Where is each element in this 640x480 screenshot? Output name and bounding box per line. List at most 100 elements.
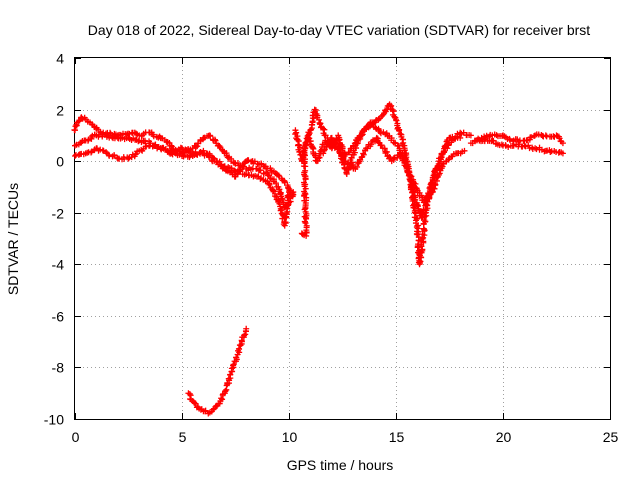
data-point	[393, 117, 400, 124]
data-point	[290, 191, 297, 198]
data-point	[230, 361, 237, 368]
data-point	[378, 142, 385, 149]
data-point	[369, 120, 376, 127]
data-point	[88, 149, 95, 156]
x-tick-label: 0	[72, 429, 80, 445]
data-point	[227, 371, 234, 378]
data-point	[300, 179, 307, 186]
y-tick-label: -8	[52, 360, 65, 376]
data-point	[425, 194, 432, 201]
y-tick-label: -10	[44, 412, 64, 428]
data-point	[559, 150, 566, 157]
data-point	[278, 195, 285, 202]
data-point	[109, 134, 116, 141]
data-point	[216, 143, 223, 150]
data-point	[88, 135, 95, 142]
data-point	[257, 175, 264, 182]
data-point	[111, 152, 118, 159]
data-point	[430, 185, 437, 192]
data-point	[272, 180, 279, 187]
data-point	[358, 132, 365, 139]
data-point	[72, 152, 78, 159]
data-point	[296, 148, 303, 155]
plot-frame	[74, 57, 611, 420]
data-point	[328, 134, 335, 141]
data-point	[522, 143, 529, 150]
data-point	[461, 147, 468, 154]
data-point	[432, 181, 439, 188]
data-point	[279, 215, 286, 222]
data-point	[414, 244, 421, 251]
data-point	[335, 137, 342, 144]
data-point	[245, 157, 252, 164]
data-point	[218, 395, 225, 402]
x-tick-label: 5	[179, 429, 187, 445]
data-point	[216, 400, 223, 407]
data-point	[395, 127, 402, 134]
data-point	[135, 138, 142, 145]
data-point	[202, 407, 209, 414]
data-point	[426, 193, 433, 200]
data-point	[390, 108, 397, 115]
data-point	[276, 200, 283, 207]
data-point	[125, 134, 132, 141]
data-point	[133, 130, 140, 137]
data-point	[429, 188, 436, 195]
data-point	[528, 134, 535, 141]
data-point	[542, 132, 549, 139]
data-point	[303, 222, 310, 229]
data-point	[216, 158, 223, 165]
data-point	[192, 400, 199, 407]
chart-title: Day 018 of 2022, Sidereal Day-to-day VTE…	[88, 22, 590, 38]
data-point	[375, 116, 382, 123]
y-tick-label: -6	[52, 309, 65, 325]
data-point	[186, 390, 193, 397]
data-point	[219, 396, 226, 403]
data-point	[416, 257, 423, 264]
data-point	[266, 181, 273, 188]
data-point	[467, 132, 474, 139]
grid	[75, 58, 610, 419]
y-tick-label: 4	[56, 51, 64, 67]
y-tick-label: -2	[52, 206, 65, 222]
data-point	[428, 179, 435, 186]
data-point	[533, 146, 540, 153]
data-point	[407, 172, 414, 179]
data-point	[241, 332, 248, 339]
data-point	[301, 147, 308, 154]
x-axis-label: GPS time / hours	[287, 457, 394, 473]
data-point	[71, 126, 78, 133]
data-point	[194, 143, 201, 150]
data-point	[420, 206, 427, 213]
data-point	[406, 169, 413, 176]
data-point	[395, 142, 402, 149]
data-point	[505, 144, 512, 151]
x-tick-label: 20	[496, 429, 512, 445]
data-point	[103, 149, 110, 156]
y-tick-label: 0	[56, 154, 64, 170]
data-point	[321, 126, 328, 133]
data-point	[372, 124, 379, 131]
data-point	[235, 345, 242, 352]
data-point	[222, 388, 229, 395]
data-point	[412, 210, 419, 217]
data-point	[243, 325, 250, 332]
data-point	[559, 140, 566, 147]
data-point	[75, 118, 82, 125]
data-points	[71, 101, 566, 417]
y-axis-label: SDTVAR / TECUs	[5, 183, 21, 295]
data-point	[381, 145, 388, 152]
data-point	[401, 154, 408, 161]
data-point	[419, 246, 426, 253]
data-point	[320, 150, 327, 157]
data-point	[305, 132, 312, 139]
x-tick-label: 25	[603, 429, 619, 445]
x-tick-label: 10	[282, 429, 298, 445]
data-point	[306, 138, 313, 145]
data-point	[207, 133, 214, 140]
data-point	[257, 167, 264, 174]
data-point	[266, 172, 273, 179]
x-tick-label: 15	[389, 429, 405, 445]
data-point	[556, 135, 563, 142]
